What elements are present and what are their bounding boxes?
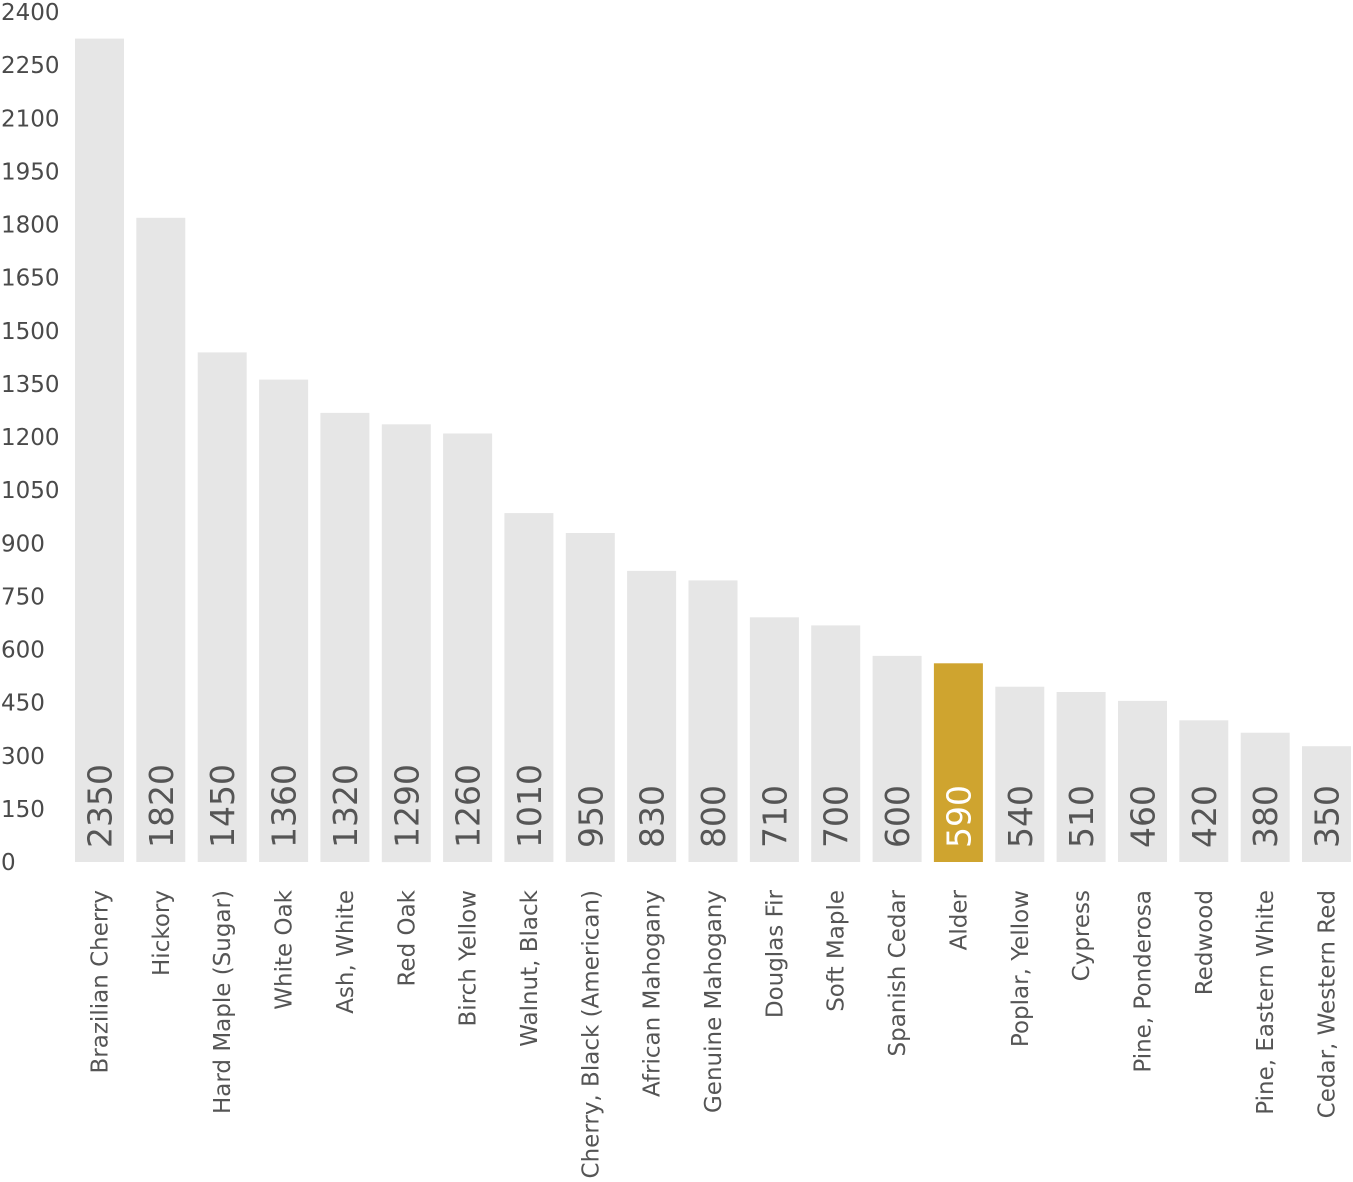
y-tick-label: 1350 <box>1 372 60 398</box>
x-category-label: Poplar, Yellow <box>1008 890 1034 1047</box>
y-tick-label: 2250 <box>1 53 60 79</box>
y-tick-label: 1200 <box>1 425 60 451</box>
y-tick-label: 1650 <box>1 266 60 292</box>
x-category-label: Cedar, Western Red <box>1315 890 1341 1118</box>
y-tick-label: 0 <box>1 850 16 876</box>
bar <box>688 580 738 862</box>
x-category-label: Genuine Mahogany <box>701 890 727 1113</box>
bar <box>504 513 554 862</box>
bar-value-label: 1320 <box>326 764 365 848</box>
bar <box>811 625 861 862</box>
x-category-label: Spanish Cedar <box>885 889 911 1056</box>
bar-value-label: 1450 <box>203 764 242 848</box>
bar <box>1056 692 1106 862</box>
y-tick-label: 900 <box>1 531 45 557</box>
bar <box>1118 700 1167 862</box>
x-category-label: Ash, White <box>333 890 359 1014</box>
y-tick-label: 1800 <box>1 213 60 239</box>
bar-value-label: 1820 <box>142 764 181 848</box>
y-tick-label: 1950 <box>1 159 60 185</box>
bar-value-label: 700 <box>817 785 856 848</box>
bar-value-label: 380 <box>1246 785 1285 848</box>
bar-value-label: 1290 <box>387 764 426 848</box>
x-category-label: Douglas Fir <box>762 889 788 1018</box>
y-tick-label: 1050 <box>1 478 60 504</box>
x-category-label: Red Oak <box>394 889 420 986</box>
y-axis: 0 150 300 450 600 750 900 1050 1200 1350 1500 1650 1… <box>1 0 60 876</box>
bar-value-label: 800 <box>694 785 733 848</box>
bar <box>1240 732 1290 862</box>
bar <box>1302 746 1351 862</box>
bar-highlighted <box>933 663 983 862</box>
y-tick-label: 1500 <box>1 319 60 345</box>
bar <box>627 570 677 862</box>
bar <box>872 655 922 862</box>
x-category-label: Hickory <box>149 890 175 976</box>
x-category-label: Redwood <box>1192 890 1218 995</box>
x-category-label: Brazilian Cherry <box>88 890 114 1073</box>
x-category-label: Cherry, Black (American) <box>578 890 604 1178</box>
bar <box>75 38 124 863</box>
bar-value-label: 600 <box>878 785 917 848</box>
bar-value-label: 420 <box>1185 785 1224 848</box>
y-tick-label: 2400 <box>1 0 60 26</box>
bar <box>381 424 431 863</box>
bar-value-label: 950 <box>571 785 610 848</box>
value-labels: 2350 1820 1450 1360 1320 1290 1260 1010 950 830 80… <box>81 764 1347 848</box>
y-tick-label: 300 <box>1 744 45 770</box>
bar <box>443 433 493 862</box>
bar <box>136 217 186 863</box>
bar-value-label: 2350 <box>81 764 120 848</box>
x-category-label: Cypress <box>1069 890 1095 981</box>
bar-value-label: 710 <box>755 785 794 848</box>
bars <box>75 38 1351 863</box>
x-category-label: White Oak <box>272 889 298 1009</box>
bar-value-label: 1010 <box>510 764 549 848</box>
bar-value-label: 1260 <box>449 764 488 848</box>
bar-value-label: 460 <box>1123 785 1162 848</box>
bar-value-label: 830 <box>633 785 672 848</box>
bar <box>1179 720 1229 862</box>
bar-value-label: 1360 <box>265 764 304 848</box>
x-category-label: Birch Yellow <box>456 890 482 1026</box>
y-tick-label: 2100 <box>1 106 60 132</box>
x-category-label: African Mahogany <box>640 890 666 1097</box>
y-tick-label: 600 <box>1 638 45 664</box>
bar <box>995 686 1045 862</box>
bar <box>197 352 247 862</box>
y-tick-label: 150 <box>1 797 45 823</box>
x-category-label: Pine, Ponderosa <box>1130 890 1156 1073</box>
x-category-label: Pine, Eastern White <box>1253 890 1279 1115</box>
bar-value-label: 510 <box>1062 785 1101 848</box>
bar <box>259 379 309 862</box>
x-category-label: Soft Maple <box>824 890 850 1012</box>
bar-value-label: 350 <box>1308 785 1347 848</box>
bar <box>565 533 615 862</box>
x-category-label: Alder <box>946 889 972 950</box>
x-axis-labels: Brazilian Cherry Hickory Hard Maple (Sugar… <box>88 889 1341 1178</box>
bar <box>749 617 799 862</box>
x-category-label: Hard Maple (Sugar) <box>210 890 236 1114</box>
bar-value-label: 590 <box>939 785 978 848</box>
bar-value-label: 540 <box>1001 785 1040 848</box>
bar <box>320 412 370 862</box>
y-tick-label: 750 <box>1 584 45 610</box>
y-tick-label: 450 <box>1 691 45 717</box>
x-category-label: Walnut, Black <box>517 889 543 1046</box>
